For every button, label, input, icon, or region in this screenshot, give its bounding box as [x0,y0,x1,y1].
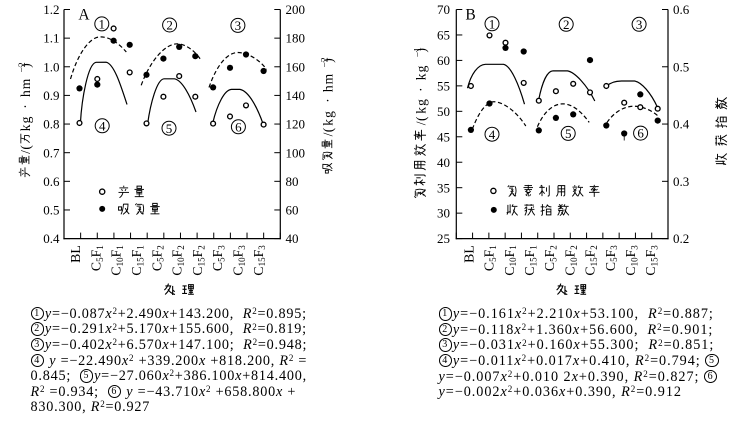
svg-text:C5F2: C5F2 [542,245,558,271]
svg-text:k: k [321,119,336,126]
svg-text:4: 4 [489,127,496,142]
svg-text:g: g [413,99,428,106]
svg-text:): ) [413,48,428,53]
svg-text:3: 3 [636,17,643,32]
svg-text:0.6: 0.6 [673,2,690,17]
svg-text:0.6: 0.6 [43,174,60,189]
svg-text:C5F1: C5F1 [88,245,104,271]
svg-text:−2: −2 [18,62,28,72]
svg-text:C10F3: C10F3 [231,245,247,276]
svg-text:C15F3: C15F3 [643,245,659,276]
svg-text:): ) [18,63,33,68]
svg-text:5: 5 [166,121,173,136]
svg-text:C15F1: C15F1 [522,245,538,275]
svg-text:/: / [321,132,336,136]
svg-text:g: g [321,111,336,118]
svg-text:0.5: 0.5 [43,203,59,218]
svg-text:6: 6 [637,126,644,141]
svg-text:70: 70 [437,2,450,17]
svg-text:C5F3: C5F3 [603,245,619,271]
svg-text:/: / [413,121,428,125]
svg-text:/: / [18,150,33,154]
svg-text:·: · [321,98,336,103]
svg-text:0.9: 0.9 [43,88,59,103]
svg-text:C15F3: C15F3 [251,245,267,276]
svg-text:100: 100 [286,145,306,160]
svg-text:1: 1 [489,16,496,31]
svg-text:C15F2: C15F2 [190,245,206,275]
svg-text:1: 1 [99,16,106,31]
svg-text:25: 25 [437,231,450,246]
svg-text:2: 2 [563,17,570,32]
svg-text:BL: BL [68,245,83,263]
svg-text:0.8: 0.8 [43,117,59,132]
svg-text:80: 80 [286,174,299,189]
svg-text:0.2: 0.2 [673,231,689,246]
svg-text:2: 2 [166,18,173,33]
svg-text:(: ( [413,116,428,121]
svg-text:0.7: 0.7 [43,145,60,160]
svg-text:55: 55 [437,78,450,93]
svg-text:A: A [78,7,90,24]
svg-text:40: 40 [286,231,299,246]
svg-text:m: m [18,78,33,89]
svg-text:0.5: 0.5 [673,59,689,74]
svg-text:30: 30 [437,206,450,221]
svg-text:C10F1: C10F1 [502,245,518,275]
svg-text:(: ( [18,145,33,150]
svg-text:C10F2: C10F2 [170,245,186,275]
svg-text:180: 180 [286,31,306,46]
svg-text:120: 120 [286,117,306,132]
svg-text:C5F1: C5F1 [482,245,498,271]
svg-text:g: g [18,116,33,123]
svg-text:65: 65 [437,28,450,43]
svg-text:0.4: 0.4 [673,117,690,132]
svg-text:140: 140 [286,88,306,103]
svg-text:BL: BL [461,245,476,263]
svg-text:1.2: 1.2 [43,2,59,17]
svg-text:k: k [413,107,428,114]
svg-text:k: k [18,124,33,131]
svg-text:60: 60 [286,203,299,218]
svg-text:50: 50 [437,104,450,119]
svg-text:4: 4 [99,118,106,133]
svg-text:−2: −2 [321,57,331,67]
svg-text:3: 3 [235,18,242,33]
svg-text:160: 160 [286,59,306,74]
svg-text:B: B [465,7,475,24]
svg-text:60: 60 [437,53,450,68]
svg-text:·: · [413,87,428,92]
svg-text:40: 40 [437,155,450,170]
svg-text:C5F2: C5F2 [149,245,165,271]
svg-text:−1: −1 [413,47,423,57]
svg-text:C10F2: C10F2 [562,245,578,275]
svg-text:h: h [321,85,336,92]
svg-text:45: 45 [437,129,450,144]
svg-text:0.3: 0.3 [673,174,689,189]
svg-text:k: k [413,73,428,80]
svg-text:0.4: 0.4 [43,231,60,246]
svg-text:5: 5 [565,126,572,141]
svg-text:35: 35 [437,180,450,195]
svg-text:·: · [18,104,33,109]
svg-text:1.1: 1.1 [43,31,59,46]
svg-text:m: m [321,73,336,84]
svg-text:200: 200 [286,2,306,17]
svg-text:h: h [18,90,33,97]
svg-text:g: g [413,65,428,72]
svg-text:C15F1: C15F1 [129,245,145,275]
svg-text:): ) [321,58,336,63]
svg-text:C15F2: C15F2 [583,245,599,275]
svg-text:1.0: 1.0 [43,59,59,74]
svg-text:(: ( [321,127,336,132]
svg-text:C5F3: C5F3 [210,245,226,271]
svg-text:C10F1: C10F1 [109,245,125,275]
svg-text:C10F3: C10F3 [623,245,639,276]
svg-text:6: 6 [235,119,242,134]
